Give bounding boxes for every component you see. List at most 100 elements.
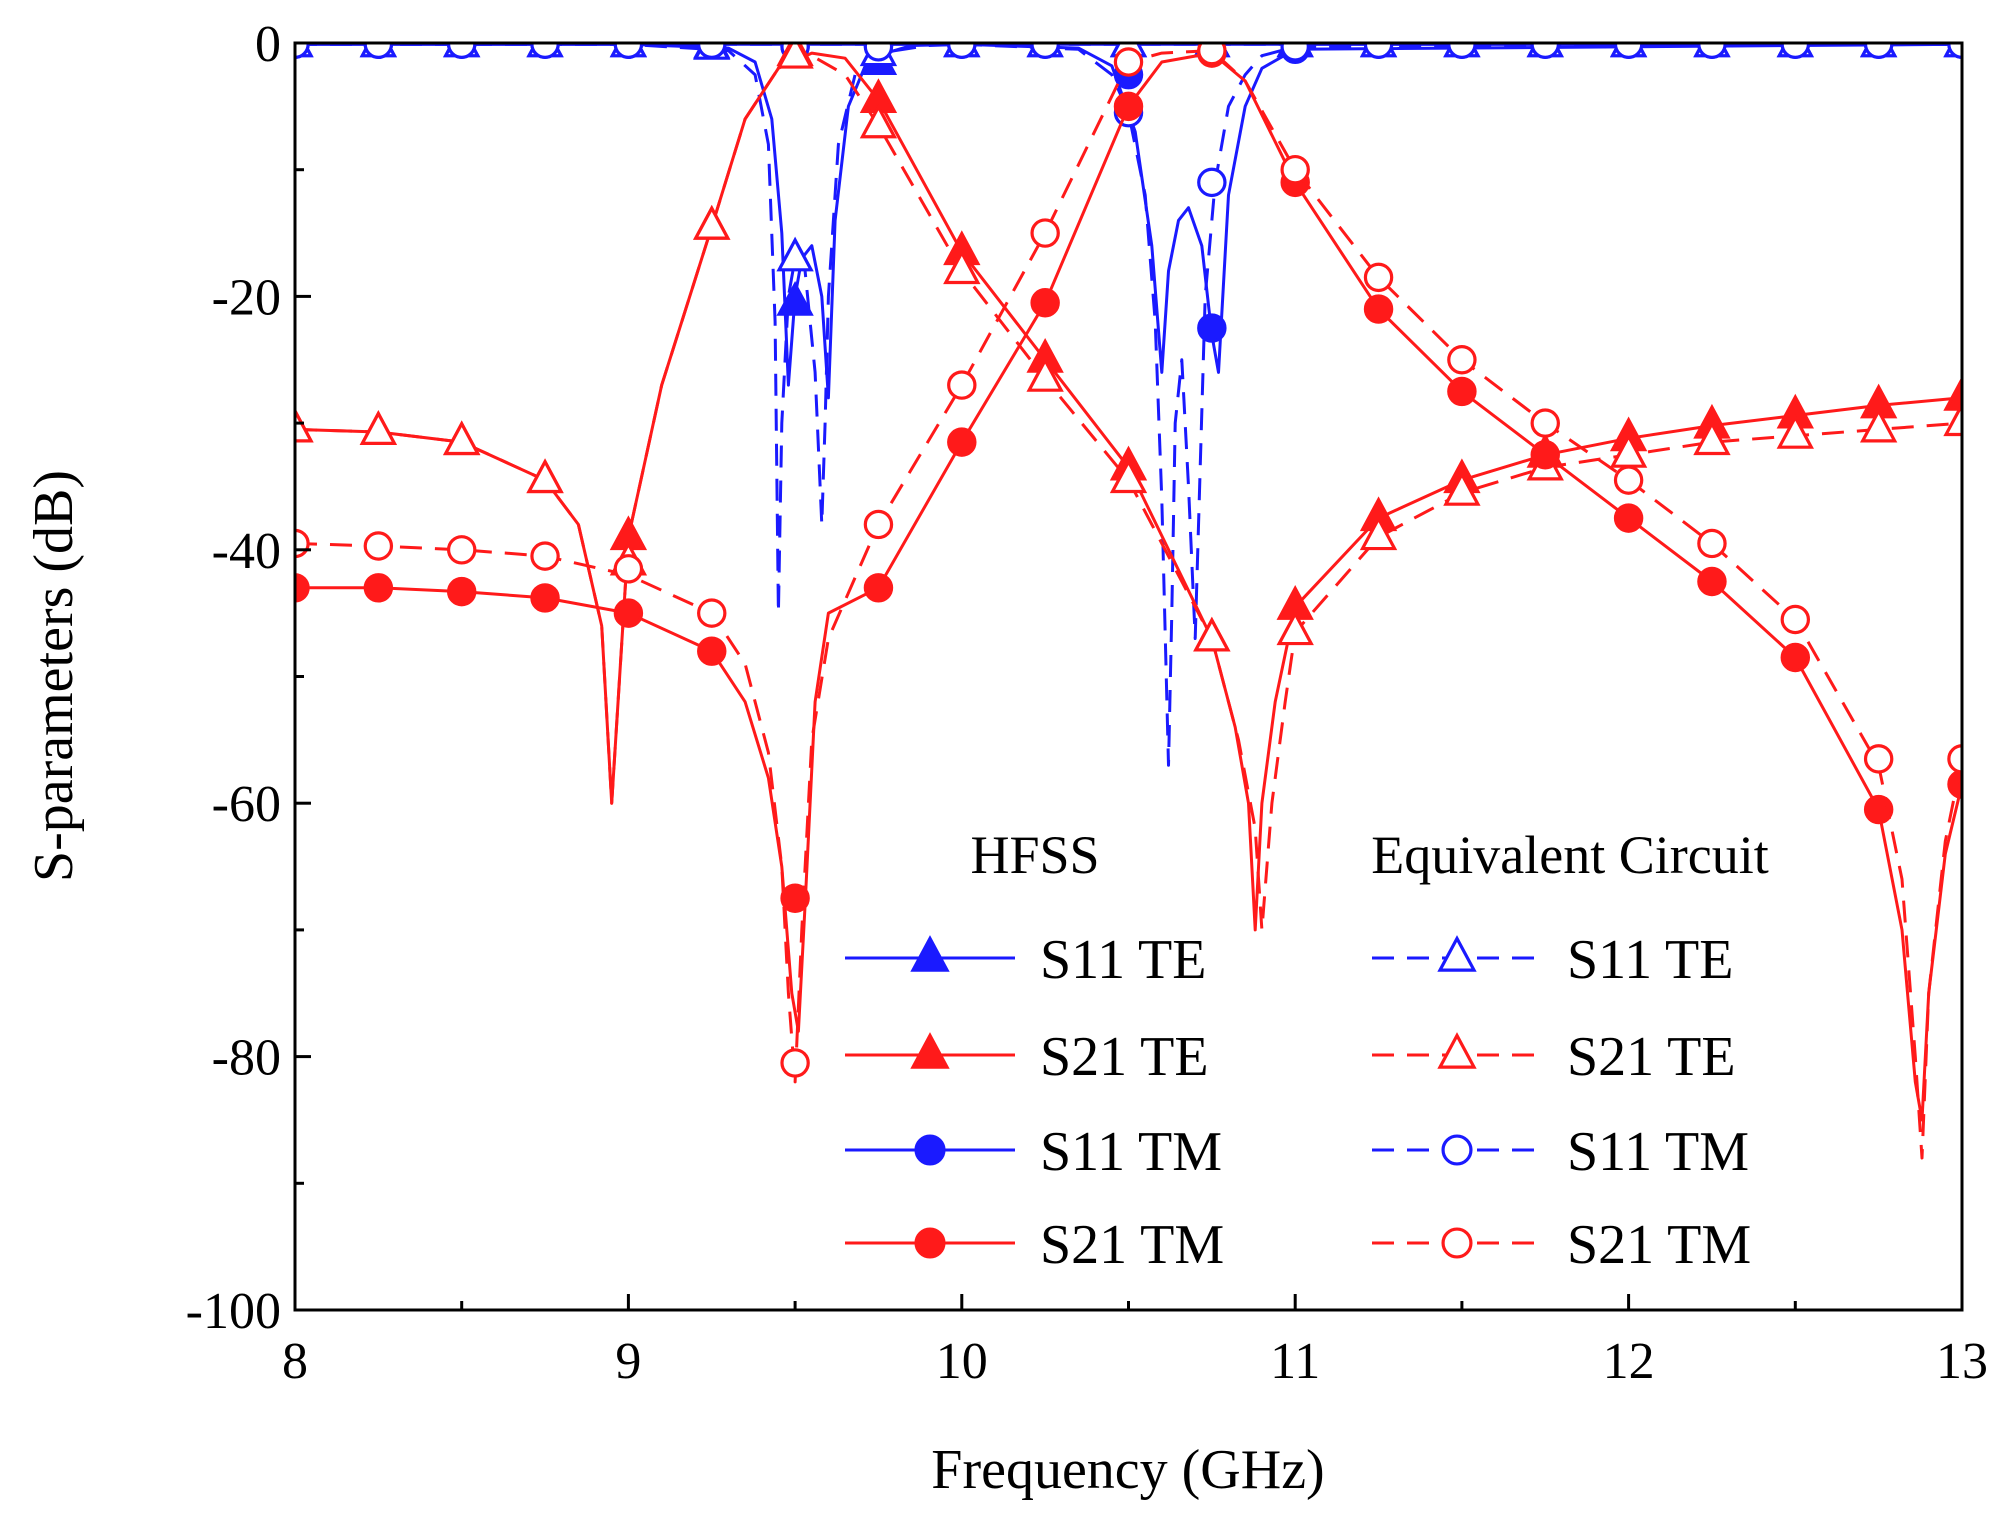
legend-label: S11 TM bbox=[1040, 1121, 1222, 1183]
legend-label: S11 TM bbox=[1567, 1121, 1749, 1183]
data-point bbox=[295, 407, 314, 443]
data-point bbox=[776, 43, 814, 69]
data-point bbox=[1193, 616, 1231, 652]
data-point bbox=[446, 576, 477, 607]
data-point bbox=[1276, 610, 1314, 646]
legend-item: S11 TM bbox=[1372, 1121, 1749, 1183]
legend-marker bbox=[1437, 935, 1477, 972]
legend-marker bbox=[1441, 1134, 1473, 1166]
data-point bbox=[1447, 345, 1477, 375]
x-tick-label: 13 bbox=[1936, 1333, 1988, 1390]
y-tick-label: 0 bbox=[255, 16, 281, 73]
legend-label: S11 TE bbox=[1567, 929, 1733, 991]
x-axis-title: Frequency (GHz) bbox=[931, 1439, 1324, 1501]
data-point bbox=[613, 598, 644, 628]
data-point bbox=[1443, 471, 1481, 506]
data-point bbox=[697, 636, 727, 666]
x-tick-label: 9 bbox=[615, 1333, 641, 1390]
legend-marker bbox=[910, 935, 950, 972]
data-point bbox=[1447, 376, 1477, 407]
data-point bbox=[1280, 43, 1310, 62]
data-point bbox=[530, 583, 560, 613]
data-point bbox=[1693, 420, 1731, 456]
legend-label: S21 TM bbox=[1040, 1214, 1224, 1276]
data-point bbox=[947, 370, 977, 400]
legend-label: S11 TE bbox=[1040, 929, 1206, 991]
legend-heading: HFSS bbox=[970, 825, 1099, 885]
data-point bbox=[1530, 440, 1560, 470]
legend-item: S11 TM bbox=[845, 1121, 1222, 1183]
data-point bbox=[359, 410, 398, 445]
data-point bbox=[363, 531, 394, 561]
x-tick-label: 12 bbox=[1603, 1333, 1655, 1390]
data-point bbox=[859, 103, 898, 139]
data-point bbox=[1113, 91, 1144, 122]
data-point bbox=[1863, 744, 1894, 774]
x-tick-label: 11 bbox=[1270, 1333, 1320, 1390]
data-point bbox=[1030, 218, 1060, 248]
data-point bbox=[693, 204, 731, 240]
data-point bbox=[1109, 458, 1148, 494]
data-point bbox=[863, 43, 894, 62]
legend: HFSS Equivalent Circuit S11 TE S21 TE S11 TM… bbox=[845, 825, 1769, 1276]
legend-marker bbox=[910, 1032, 950, 1069]
data-point bbox=[1030, 288, 1060, 318]
data-point bbox=[1197, 167, 1227, 198]
data-point bbox=[780, 1048, 810, 1078]
data-point bbox=[526, 458, 564, 494]
series-s21-tm-equivalent-circuit bbox=[295, 43, 1962, 1160]
data-point bbox=[1113, 47, 1144, 77]
y-tick-label: -80 bbox=[212, 1030, 281, 1087]
axes-layer: 8 9 10 11 12 13 0 -20 -40 -60 -80 -100 bbox=[186, 16, 1988, 1390]
data-point bbox=[1943, 375, 1962, 411]
legend-label: S21 TE bbox=[1567, 1026, 1736, 1088]
legend-item: S11 TE bbox=[845, 929, 1206, 991]
data-point bbox=[1780, 604, 1811, 635]
legend-marker bbox=[914, 1134, 946, 1166]
legend-marker bbox=[914, 1227, 946, 1259]
data-point bbox=[1943, 401, 1962, 437]
data-point bbox=[776, 236, 814, 272]
legend-marker bbox=[1441, 1227, 1473, 1259]
legend-item: S21 TM bbox=[1372, 1214, 1751, 1276]
legend-item: S21 TE bbox=[1372, 1026, 1736, 1088]
data-point bbox=[1613, 465, 1644, 495]
data-point bbox=[1197, 43, 1227, 66]
data-point bbox=[1697, 528, 1727, 559]
data-point bbox=[530, 541, 560, 571]
data-point bbox=[1859, 407, 1898, 443]
data-point bbox=[443, 420, 481, 456]
data-point bbox=[1780, 642, 1811, 673]
x-tick-label: 10 bbox=[936, 1333, 988, 1390]
legend-label: S21 TE bbox=[1040, 1026, 1209, 1088]
y-tick-label: -100 bbox=[186, 1283, 281, 1340]
data-point bbox=[363, 573, 394, 603]
data-point bbox=[1363, 294, 1394, 324]
data-point bbox=[1613, 503, 1644, 533]
data-point bbox=[947, 427, 977, 457]
legend-item: S11 TE bbox=[1372, 929, 1733, 991]
x-tick-label: 8 bbox=[282, 1333, 308, 1390]
data-point bbox=[1947, 744, 1962, 774]
y-tick-label: -20 bbox=[212, 269, 281, 326]
data-point bbox=[863, 573, 894, 603]
data-point bbox=[1697, 566, 1727, 597]
legend-heading: Equivalent Circuit bbox=[1371, 825, 1768, 885]
data-point bbox=[943, 249, 981, 285]
legend-item: S21 TE bbox=[845, 1026, 1209, 1088]
y-tick-label: -40 bbox=[212, 523, 281, 580]
data-point bbox=[446, 535, 477, 565]
legend-label: S21 TM bbox=[1567, 1214, 1751, 1276]
y-axis-title: S-parameters (dB) bbox=[23, 470, 85, 882]
data-point bbox=[697, 598, 727, 628]
data-point bbox=[1359, 515, 1398, 551]
legend-marker bbox=[1437, 1032, 1477, 1069]
series-s21-tm-hfss bbox=[295, 43, 1962, 1122]
data-point bbox=[613, 554, 644, 584]
series-line bbox=[295, 43, 1962, 767]
data-point bbox=[863, 509, 894, 540]
series-line bbox=[295, 43, 1962, 374]
legend-item: S21 TM bbox=[845, 1214, 1224, 1276]
